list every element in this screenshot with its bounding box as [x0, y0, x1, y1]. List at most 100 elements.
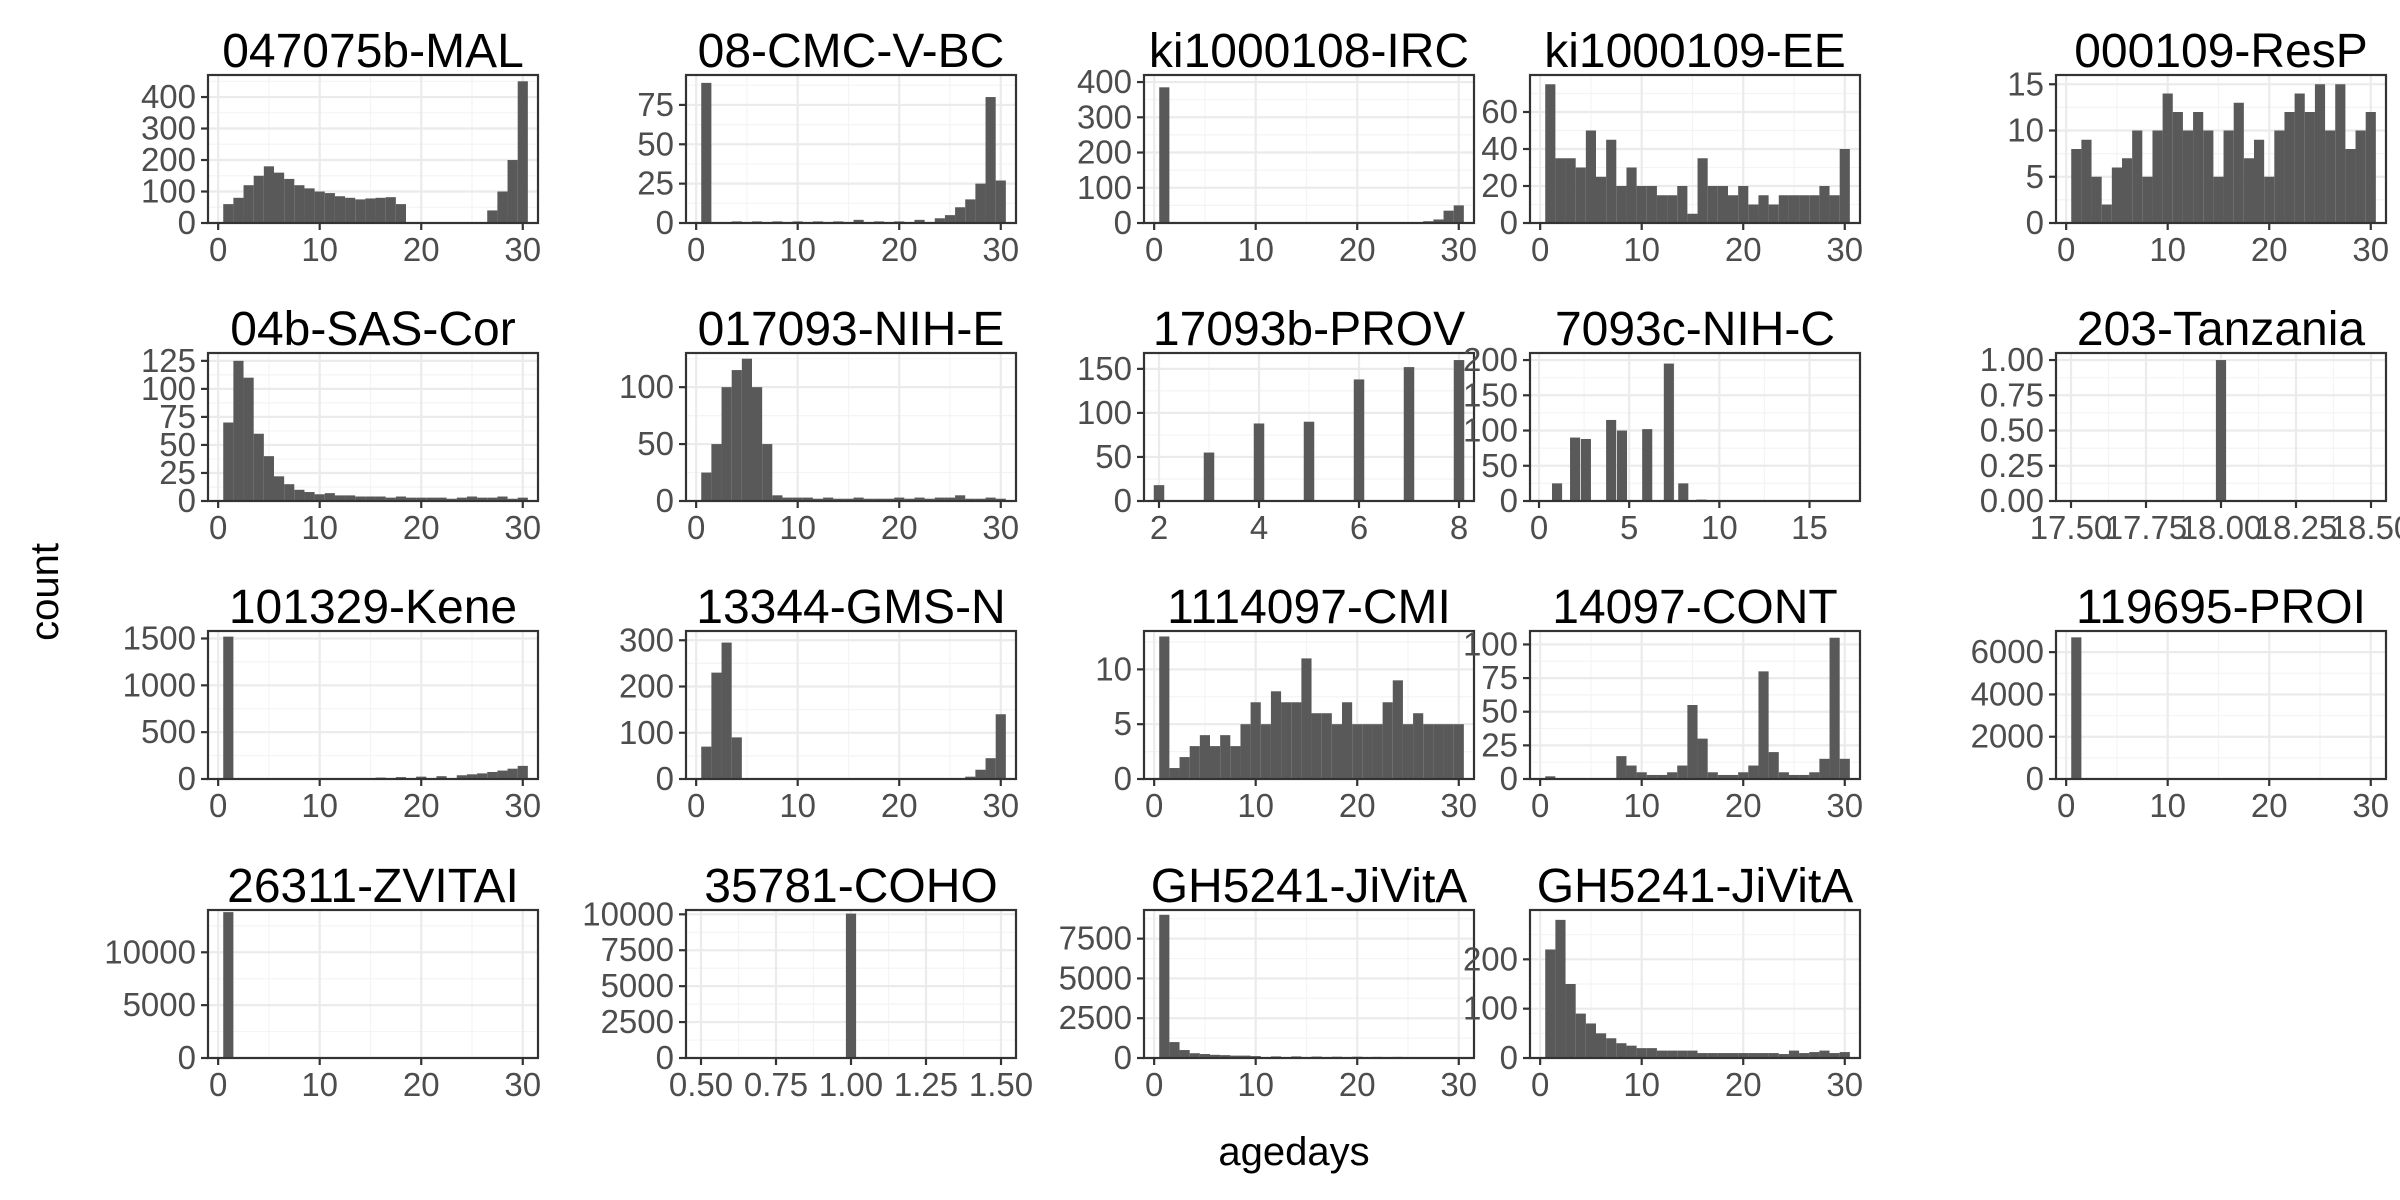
- histogram-bar: [2254, 139, 2265, 223]
- histogram-bar: [985, 97, 996, 223]
- histogram-bar: [1606, 419, 1617, 501]
- histogram-bar: [477, 497, 488, 501]
- histogram-bar: [812, 498, 824, 501]
- panel-title: ki1000108-IRC: [1149, 25, 1469, 78]
- y-tick-label: 0: [1114, 482, 1132, 519]
- x-tick-label: 18.50: [2330, 509, 2400, 546]
- histogram-bar: [263, 166, 274, 223]
- panel-19: GH5241-JiVitA 0 10 20 30 0 100 200: [1463, 860, 1863, 1103]
- histogram-bar: [2213, 176, 2224, 223]
- panel-plot-area: [1530, 75, 1860, 223]
- histogram-bar: [1636, 186, 1647, 223]
- panel-15: 119695-PROI 0 10 20 30 0 2000 4000 6000: [1971, 581, 2390, 824]
- x-tick-label: 10: [1623, 787, 1660, 824]
- histogram-bar: [1656, 195, 1668, 223]
- histogram-bar: [395, 204, 406, 223]
- histogram-bar: [873, 498, 884, 501]
- histogram-bar: [1596, 1033, 1607, 1058]
- histogram-bar: [497, 770, 508, 779]
- x-tick-label: 0: [209, 1066, 227, 1103]
- y-tick-label: 25: [159, 454, 196, 491]
- panel-plot-area: [686, 631, 1016, 779]
- histogram-bar: [904, 498, 915, 501]
- histogram-bar: [914, 497, 925, 501]
- panel-plot-area: [208, 353, 538, 501]
- histogram-bar: [752, 387, 763, 501]
- histogram-bar: [324, 193, 335, 223]
- histogram-bar: [253, 433, 264, 501]
- histogram-bar: [365, 198, 376, 223]
- panel-title: 08-CMC-V-BC: [698, 25, 1005, 78]
- y-tick-label: 100: [619, 368, 674, 405]
- y-tick-label: 25: [637, 165, 674, 202]
- y-tick-label: 300: [141, 110, 196, 147]
- y-tick-label: 150: [1463, 376, 1518, 413]
- x-tick-label: 30: [2352, 787, 2389, 824]
- histogram-bar: [1616, 186, 1627, 223]
- histogram-bar: [1839, 149, 1850, 223]
- histogram-bar: [1291, 702, 1302, 779]
- y-tick-label: 0: [1500, 204, 1518, 241]
- histogram-bar: [1281, 702, 1292, 779]
- x-tick-label: 6: [1350, 509, 1368, 546]
- histogram-bar: [1646, 774, 1657, 779]
- panel-border: [206, 351, 540, 503]
- y-tick-label: 5000: [601, 967, 674, 1004]
- panel-title: 047075b-MAL: [222, 25, 524, 78]
- y-tick-label: 0: [178, 482, 196, 519]
- x-tick-label: 20: [2251, 231, 2288, 268]
- histogram-bar: [1169, 1042, 1180, 1058]
- panel-border: [206, 629, 540, 781]
- panel-plot-area: [2056, 75, 2386, 223]
- y-tick-label: 200: [1077, 134, 1132, 171]
- histogram-bar: [965, 199, 976, 223]
- x-tick-label: 10: [301, 509, 338, 546]
- x-tick-label: 10: [779, 231, 816, 268]
- histogram-bar: [243, 185, 254, 223]
- y-tick-label: 0: [656, 204, 674, 241]
- x-tick-label: 1.25: [894, 1066, 958, 1103]
- histogram-bar: [1697, 1053, 1708, 1058]
- y-tick-label: 50: [1481, 693, 1518, 730]
- histogram-bar: [1403, 367, 1415, 501]
- histogram-bar: [711, 672, 722, 779]
- x-tick-label: 18.25: [2255, 509, 2338, 546]
- histogram-bar: [894, 497, 905, 501]
- histogram-bar: [1303, 421, 1315, 501]
- histogram-bar: [274, 476, 285, 501]
- y-tick-label: 0: [1500, 482, 1518, 519]
- histogram-bar: [2314, 84, 2326, 223]
- histogram-bar: [1159, 87, 1170, 223]
- histogram-bar: [263, 456, 274, 501]
- panel-border: [684, 629, 1018, 781]
- histogram-bar: [1413, 713, 1424, 779]
- panel-13: 1114097-CMI 0 10 20 30 0 5 10: [1095, 581, 1477, 824]
- x-tick-label: 10: [1237, 1066, 1274, 1103]
- histogram-bar: [1768, 752, 1779, 779]
- histogram-bar: [416, 497, 427, 501]
- panel-title: 017093-NIH-E: [698, 303, 1005, 356]
- x-tick-label: 30: [504, 787, 541, 824]
- histogram-bar: [1453, 360, 1465, 501]
- panel-border: [2054, 73, 2388, 225]
- histogram-bar: [1199, 1054, 1210, 1058]
- x-tick-label: 20: [1725, 231, 1762, 268]
- histogram-bar: [1778, 1054, 1789, 1058]
- x-tick-label: 0: [1531, 787, 1549, 824]
- histogram-bar: [426, 497, 437, 501]
- x-tick-label: 4: [1250, 509, 1268, 546]
- histogram-bar: [2284, 112, 2295, 223]
- histogram-bar: [1616, 430, 1628, 501]
- histogram-bar: [2355, 130, 2366, 223]
- y-tick-label: 0: [178, 760, 196, 797]
- y-tick-label: 25: [1481, 726, 1518, 763]
- histogram-bar: [1636, 1048, 1647, 1058]
- histogram-bar: [223, 912, 234, 1058]
- histogram-bar: [2335, 84, 2346, 223]
- histogram-bar: [1585, 130, 1596, 223]
- histogram-bar: [1758, 195, 1769, 223]
- x-tick-label: 10: [1237, 787, 1274, 824]
- histogram-bar: [863, 498, 874, 501]
